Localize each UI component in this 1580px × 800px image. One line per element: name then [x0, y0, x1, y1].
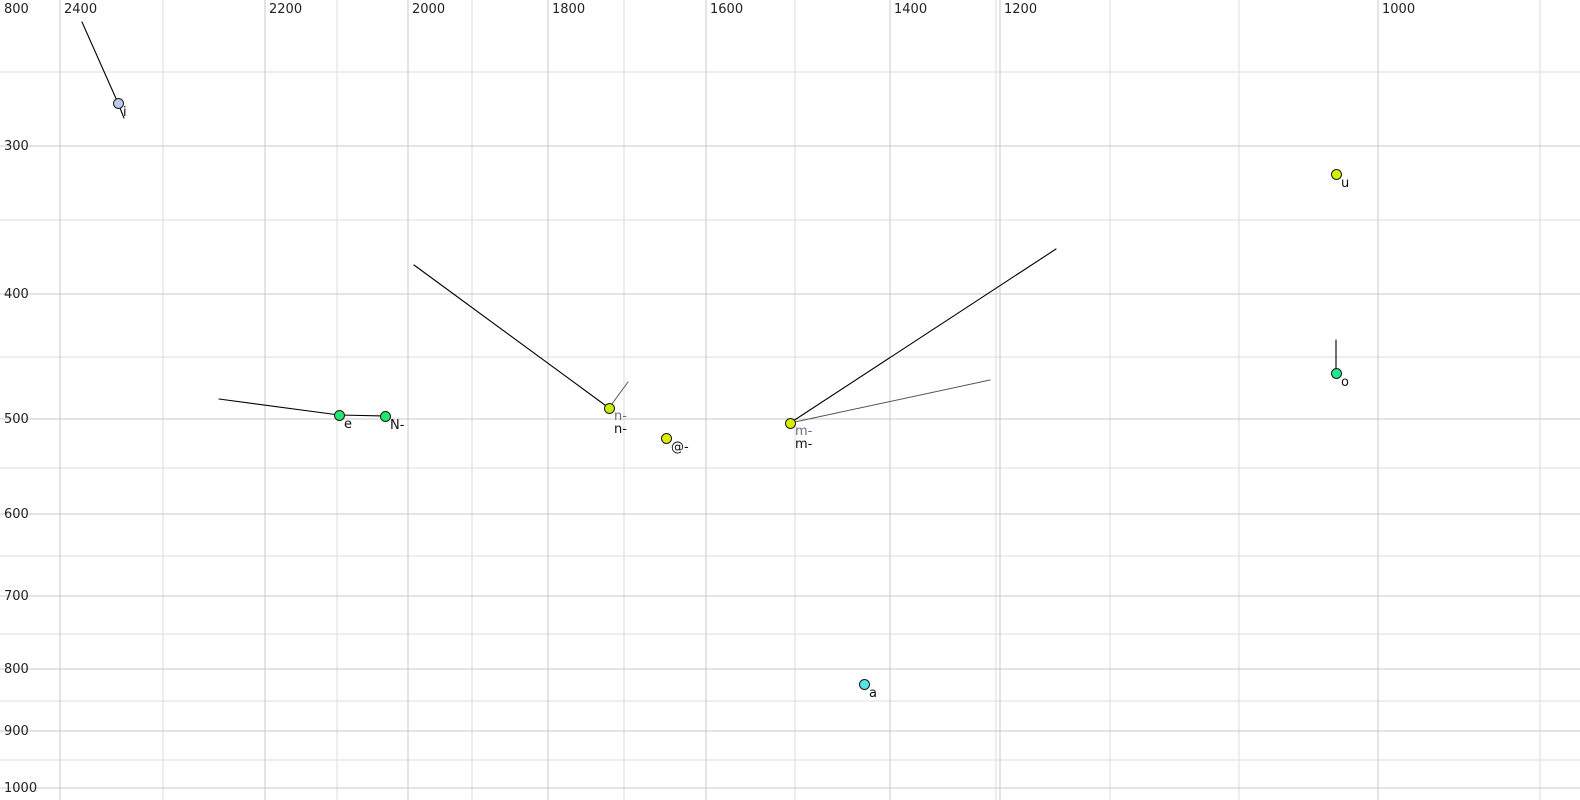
x-tick-label-2000: 2000: [412, 2, 446, 17]
data-point-marker-a[interactable]: [858, 678, 870, 690]
data-point-label-a: a: [869, 686, 877, 701]
data-point-marker-i[interactable]: [112, 97, 124, 109]
y-tick-label-700: 700: [4, 589, 29, 604]
x-tick-label-1200: 1200: [1004, 2, 1038, 17]
data-point-marker-u[interactable]: [1330, 168, 1342, 180]
y-tick-label-400: 400: [4, 287, 29, 302]
data-point-marker-m-[interactable]: [784, 417, 796, 429]
data-point-label-m-: m-: [795, 437, 813, 452]
x-tick-label-1800: 1800: [552, 2, 586, 17]
data-point-label-@-: @-: [671, 440, 689, 455]
data-point-label-N-: N-: [390, 418, 405, 433]
x-tick-label-2200: 2200: [269, 2, 303, 17]
y-tick-label-1000: 1000: [4, 781, 38, 796]
y-tick-label-500: 500: [4, 412, 29, 427]
y-tick-label-800: 800: [4, 662, 29, 677]
data-point-label-o: o: [1341, 375, 1349, 390]
y-tick-label-600: 600: [4, 507, 29, 522]
formant-track-e-track: [218, 398, 386, 417]
x-tick-label-1000: 1000: [1382, 2, 1416, 17]
y-tick-label-900: 900: [4, 724, 29, 739]
data-point-marker-n-[interactable]: [603, 402, 615, 414]
data-point-marker-@-[interactable]: [660, 432, 672, 444]
x-tick-label-1600: 1600: [710, 2, 744, 17]
data-point-label-e: e: [344, 417, 352, 432]
data-point-label-u: u: [1341, 176, 1350, 191]
x-tick-label-1400: 1400: [894, 2, 928, 17]
formant-track-m-track-upper: [789, 248, 1057, 424]
x-tick-label-800: 800: [4, 2, 29, 17]
y-tick-label-300: 300: [4, 139, 29, 154]
data-point-marker-e[interactable]: [333, 409, 345, 421]
data-point-label-n-: n-: [614, 422, 627, 437]
formant-track-n-track-main: [413, 264, 610, 409]
data-point-label-muted-n-: n-: [614, 409, 627, 424]
formant-track-m-track-lower: [789, 379, 991, 424]
data-point-label-muted-m-: m-: [795, 424, 813, 439]
data-point-marker-N-[interactable]: [379, 410, 391, 422]
data-point-label-i: i: [123, 105, 127, 120]
x-tick-label-2400: 2400: [64, 2, 98, 17]
data-point-marker-o[interactable]: [1330, 367, 1342, 379]
